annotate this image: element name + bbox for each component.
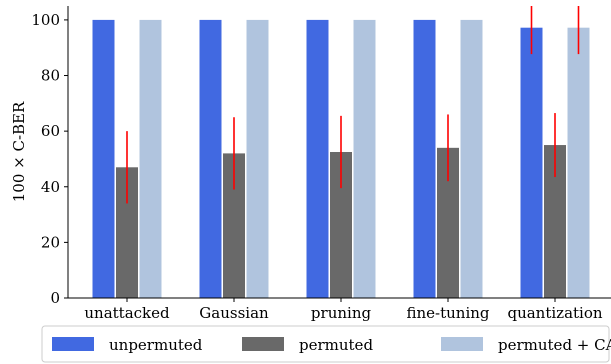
axes: 0 20 40 60 80 100 unattacked Gaussian pruning fin… [31, 6, 611, 322]
bar-permuted-fine-tuning [437, 147, 459, 298]
bar-unpermuted-unattacked [92, 19, 115, 299]
bar-permuted-ca-gaussian [246, 19, 269, 299]
bar-unpermuted-quantization [520, 27, 543, 298]
bar-permuted-gaussian [223, 153, 245, 298]
y-tick-label: 80 [41, 67, 60, 85]
y-tick-label: 20 [41, 233, 60, 251]
bar-permuted-unattacked [116, 167, 138, 298]
bar-permuted-ca-pruning [353, 19, 376, 299]
bar-permuted-ca-fine-tuning [460, 19, 483, 299]
x-tick-label: pruning [311, 304, 372, 322]
legend-swatch [441, 337, 483, 351]
y-tick-label: 60 [41, 122, 60, 140]
bar-permuted-pruning [330, 152, 352, 298]
bars-layer [92, 19, 590, 299]
legend-swatch [242, 337, 284, 351]
bar-permuted-quantization [544, 145, 566, 298]
error-bars-layer [126, 6, 580, 204]
y-tick-label: 100 [31, 11, 60, 29]
bar-unpermuted-pruning [306, 19, 329, 299]
bar-permuted-ca-unattacked [139, 19, 162, 299]
bar-unpermuted-fine-tuning [413, 19, 436, 299]
x-tick-label: fine-tuning [406, 304, 489, 322]
legend-label: permuted [299, 336, 373, 354]
x-tick-label: Gaussian [199, 304, 269, 322]
legend-label: unpermuted [109, 336, 203, 354]
x-tick-label: unattacked [84, 304, 170, 322]
legend-swatch [52, 337, 94, 351]
bar-unpermuted-gaussian [199, 19, 222, 299]
legend-label: permuted + CA [498, 336, 611, 354]
y-tick-label: 0 [50, 289, 60, 307]
y-axis-label: 100 × C-BER [10, 101, 28, 202]
bar-permuted-ca-quantization [567, 27, 590, 298]
x-tick-label: quantization [507, 304, 602, 322]
legend-box [41, 325, 610, 363]
legend: unpermuted permuted permuted + CA [41, 325, 611, 363]
y-tick-label: 40 [41, 178, 60, 196]
